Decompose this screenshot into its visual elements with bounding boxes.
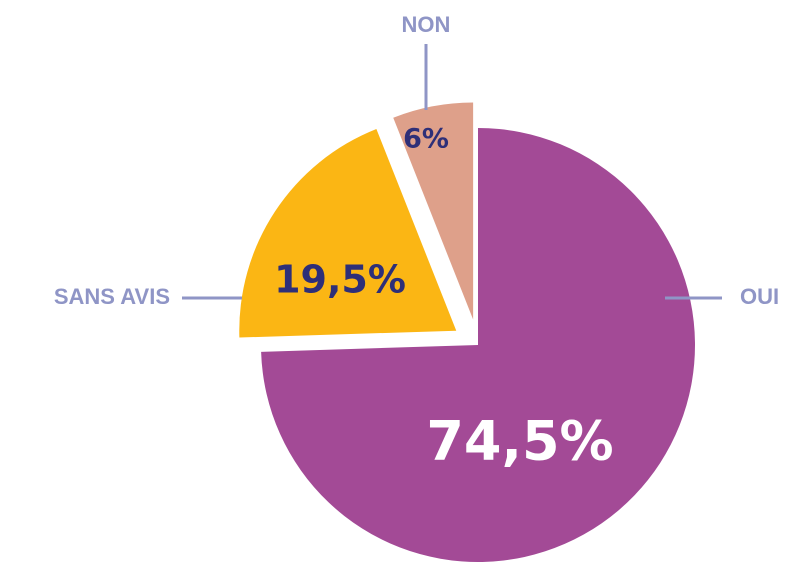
value-label: 74,5%: [426, 410, 613, 473]
category-label: SANS AVIS: [54, 284, 170, 309]
pie-slice: [239, 128, 457, 338]
pie-slice: [261, 128, 695, 563]
category-label: NON: [402, 12, 451, 37]
value-label: 19,5%: [274, 258, 406, 302]
value-label: 6%: [403, 124, 449, 155]
category-label: OUI: [740, 284, 779, 309]
pie-slice: [393, 102, 474, 320]
